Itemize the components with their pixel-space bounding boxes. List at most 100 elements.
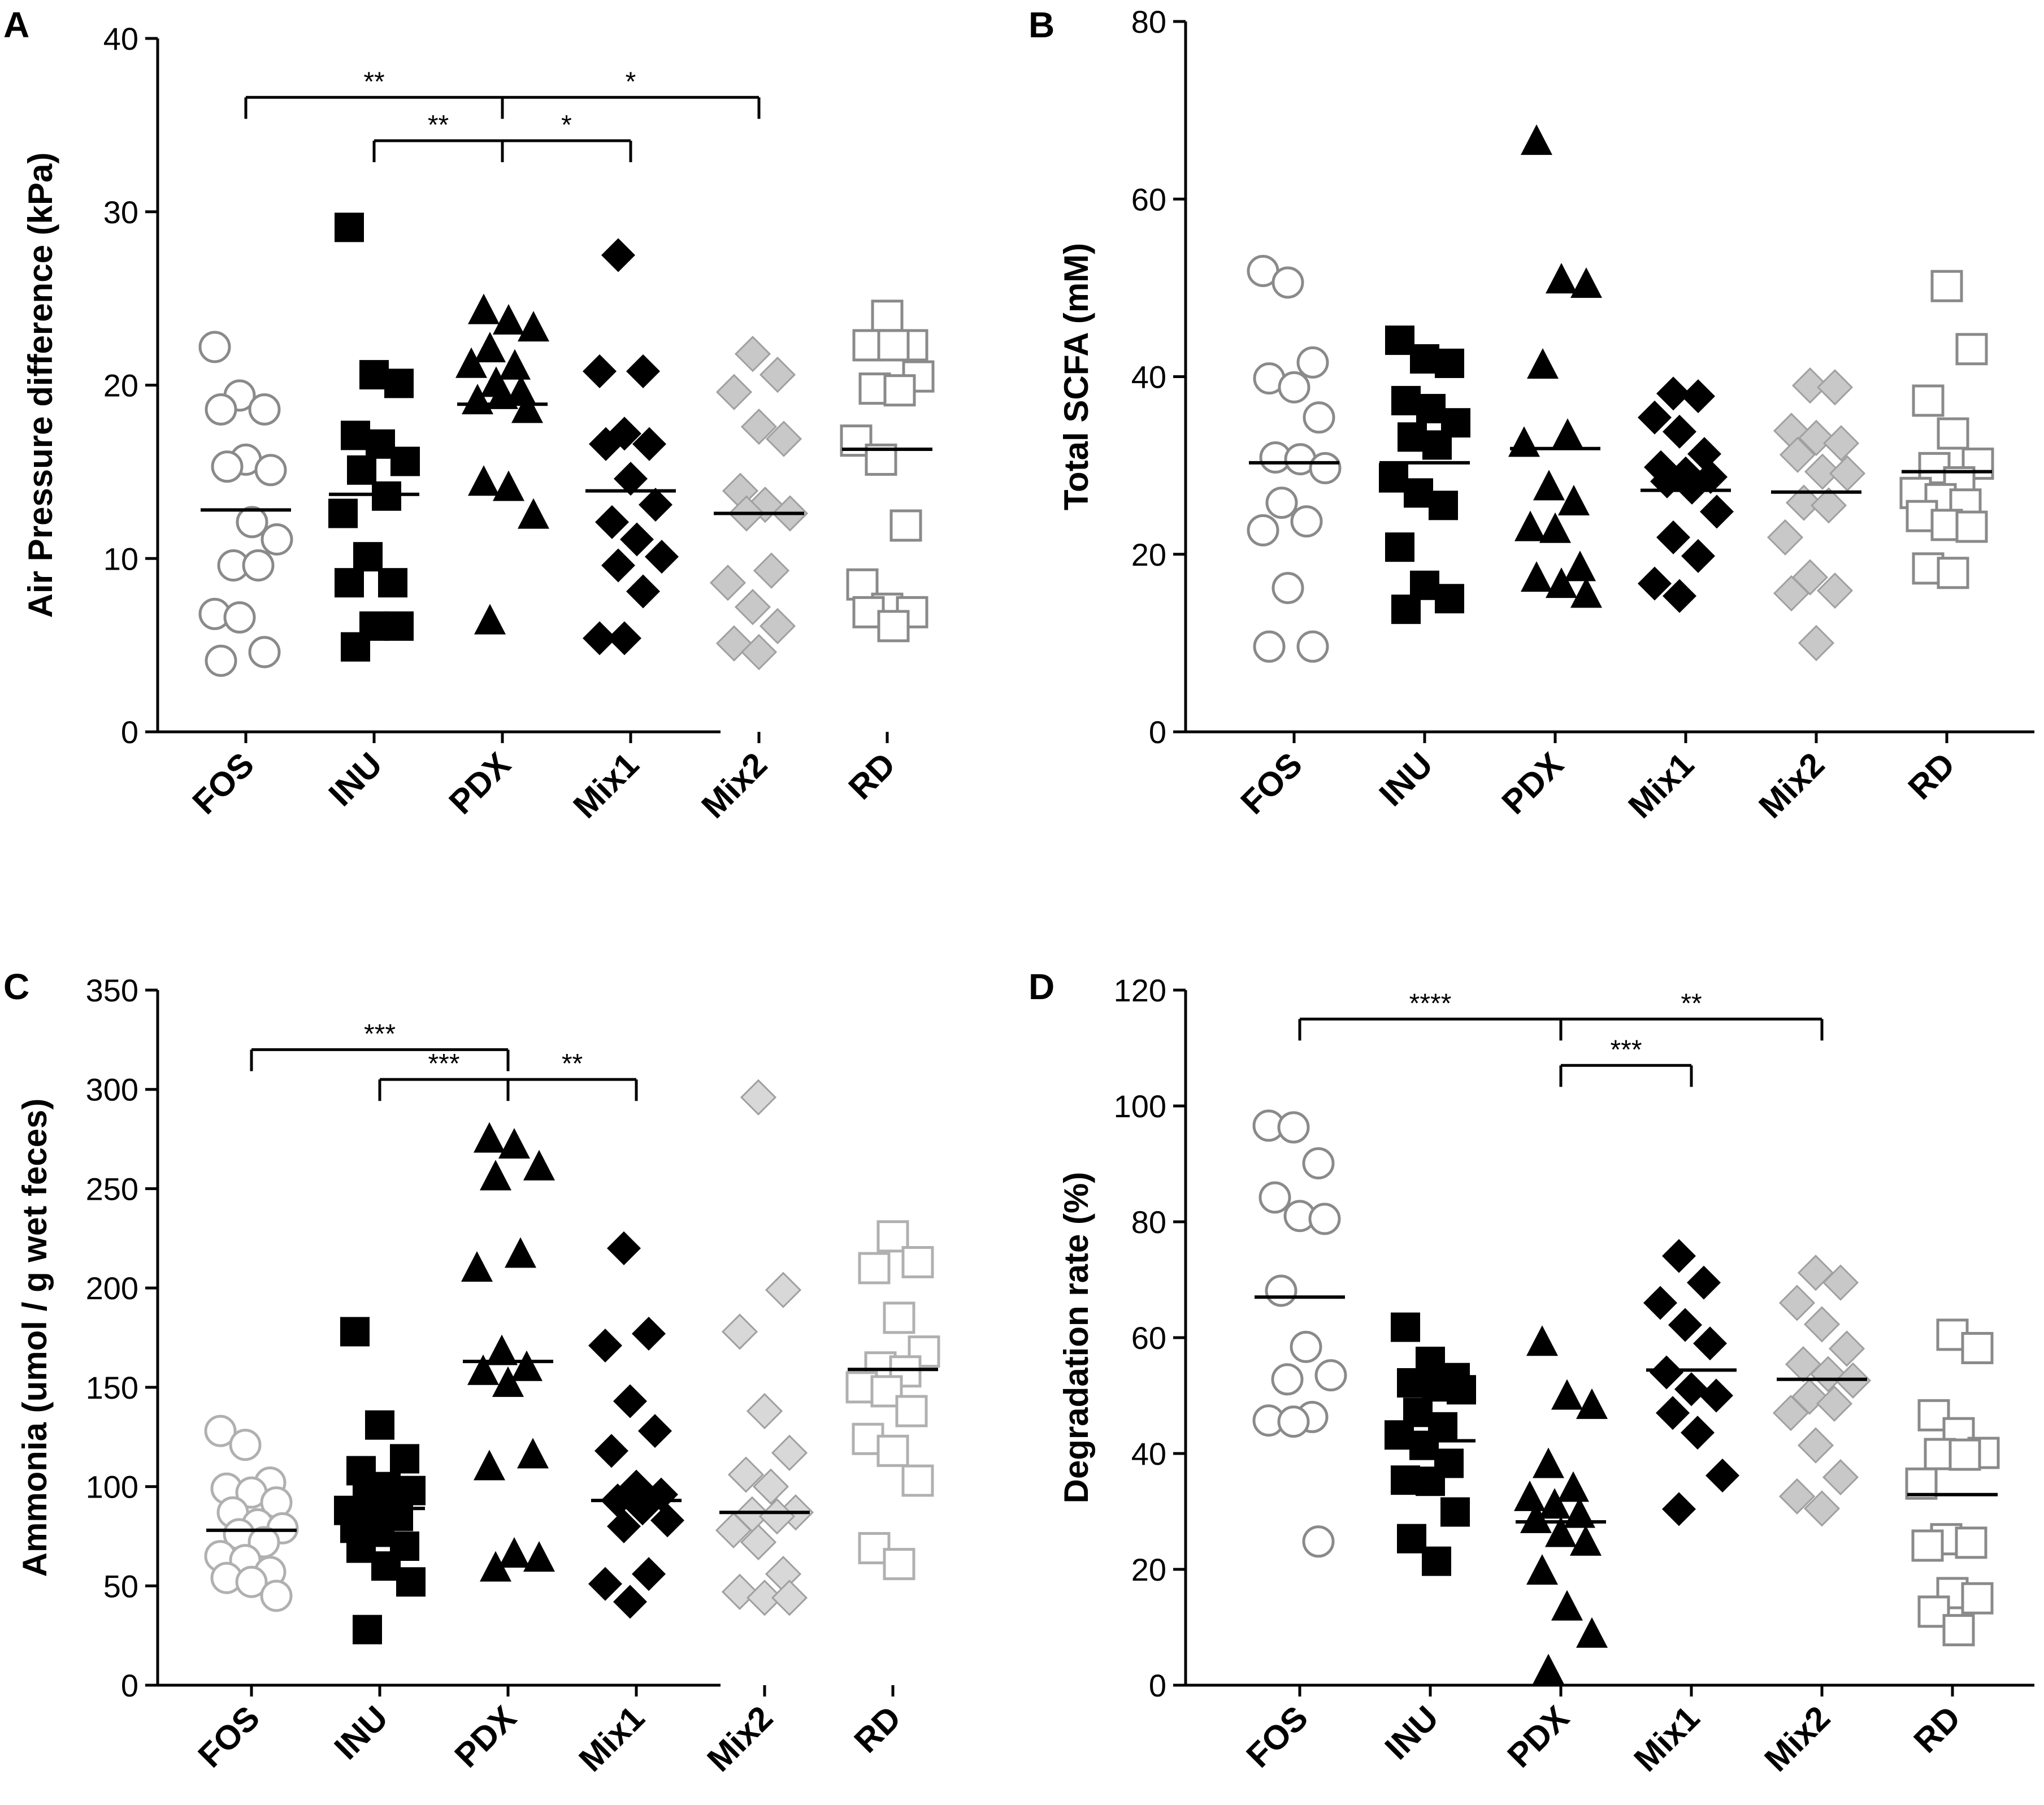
data-point bbox=[746, 1392, 783, 1430]
y-tick-label: 20 bbox=[1131, 1552, 1166, 1587]
data-point bbox=[1564, 550, 1596, 582]
data-point bbox=[1416, 1466, 1445, 1496]
x-tick-label: PDX bbox=[1495, 745, 1571, 822]
data-point bbox=[632, 427, 666, 461]
data-point bbox=[1816, 369, 1854, 406]
data-point bbox=[1785, 484, 1822, 521]
data-point bbox=[468, 293, 500, 324]
data-point bbox=[1816, 572, 1854, 609]
data-point bbox=[715, 374, 753, 410]
y-tick-label: 100 bbox=[86, 1469, 138, 1505]
series-mix1 bbox=[588, 1231, 684, 1619]
data-point bbox=[1681, 1416, 1715, 1450]
series-rd bbox=[1899, 270, 1994, 589]
data-point bbox=[1822, 425, 1860, 462]
data-point bbox=[759, 356, 796, 393]
x-tick-label: FOS bbox=[185, 745, 262, 822]
data-point bbox=[396, 1567, 426, 1597]
x-tick-label: INU bbox=[327, 1699, 395, 1767]
series-rd bbox=[1905, 1318, 2000, 1647]
data-point bbox=[1687, 1265, 1721, 1300]
series-mix2 bbox=[1767, 367, 1866, 661]
data-point bbox=[759, 608, 796, 645]
data-point bbox=[1791, 559, 1829, 596]
x-tick-label: Mix1 bbox=[571, 1699, 652, 1779]
series-mix2 bbox=[715, 1079, 814, 1616]
data-point bbox=[1447, 1375, 1476, 1405]
data-point bbox=[261, 523, 293, 556]
data-point bbox=[1398, 422, 1427, 452]
y-tick-label: 10 bbox=[103, 541, 138, 576]
data-point bbox=[335, 212, 364, 242]
data-point bbox=[876, 1434, 909, 1467]
data-point bbox=[645, 540, 679, 574]
data-point bbox=[771, 1434, 808, 1471]
data-point bbox=[1961, 1582, 1994, 1615]
data-point bbox=[1429, 491, 1458, 520]
series-mix2 bbox=[1772, 1255, 1872, 1527]
data-point bbox=[752, 1468, 789, 1505]
data-point bbox=[1303, 401, 1335, 434]
data-point bbox=[1778, 1478, 1816, 1515]
significance-bracket: *** bbox=[244, 67, 761, 119]
data-point bbox=[1829, 455, 1866, 492]
data-point bbox=[1277, 1111, 1310, 1144]
data-point bbox=[765, 420, 802, 457]
data-point bbox=[632, 1316, 666, 1351]
data-point bbox=[1379, 463, 1408, 493]
series-fos bbox=[204, 1415, 299, 1612]
data-point bbox=[1539, 1488, 1570, 1519]
data-point bbox=[871, 300, 904, 332]
data-point bbox=[1822, 1264, 1859, 1301]
series-fos bbox=[1247, 255, 1342, 663]
data-point bbox=[1520, 1502, 1552, 1533]
panel-d: D 0 20 40 60 80 100 120 Degradation rate (%) FOS I… bbox=[1028, 966, 2034, 1779]
y-tick-label: 30 bbox=[103, 194, 138, 230]
data-point bbox=[1521, 561, 1552, 592]
data-point bbox=[1416, 394, 1446, 424]
data-point bbox=[366, 429, 395, 459]
data-point bbox=[1681, 539, 1715, 573]
data-point bbox=[1552, 418, 1583, 449]
significance-label: ** bbox=[562, 1049, 583, 1079]
data-point bbox=[340, 1317, 370, 1347]
data-point bbox=[1772, 1395, 1809, 1431]
data-point bbox=[626, 574, 660, 609]
data-point bbox=[1576, 1388, 1608, 1419]
significance-label: ** bbox=[1681, 988, 1702, 1018]
y-tick-label: 50 bbox=[103, 1568, 138, 1604]
data-point bbox=[486, 1334, 518, 1365]
data-point bbox=[229, 1429, 262, 1461]
significance-bracket: *** bbox=[250, 1019, 510, 1071]
data-point bbox=[474, 332, 506, 363]
y-axis-title: Total SCFA (mM) bbox=[1057, 243, 1095, 510]
data-point bbox=[895, 1395, 928, 1427]
data-point bbox=[1570, 577, 1602, 608]
data-point bbox=[858, 1252, 891, 1285]
data-point bbox=[1533, 1447, 1564, 1478]
data-point bbox=[1546, 567, 1577, 598]
series-pdx bbox=[1514, 1325, 1608, 1685]
data-point bbox=[1668, 1308, 1702, 1342]
y-tick-label: 0 bbox=[1149, 714, 1166, 750]
data-point bbox=[883, 1301, 915, 1334]
data-point bbox=[353, 542, 383, 572]
data-point bbox=[1638, 566, 1672, 601]
data-point bbox=[639, 488, 672, 522]
data-point bbox=[1955, 1526, 1987, 1559]
y-tick-label: 20 bbox=[103, 368, 138, 403]
panel-a: A 0 10 20 30 40 Air Pressure difference (kPa) F… bbox=[3, 5, 935, 826]
data-point bbox=[517, 1438, 549, 1469]
data-point bbox=[242, 549, 275, 582]
data-point bbox=[1797, 1427, 1834, 1464]
data-point bbox=[613, 1585, 647, 1619]
data-point bbox=[883, 374, 916, 407]
data-point bbox=[1410, 344, 1439, 374]
data-point bbox=[1546, 263, 1577, 294]
data-point bbox=[1521, 124, 1552, 155]
data-point bbox=[594, 1434, 628, 1468]
data-point bbox=[248, 393, 281, 426]
data-point bbox=[583, 621, 617, 656]
data-point bbox=[1767, 519, 1804, 556]
significance-bracket: *** bbox=[372, 110, 632, 162]
